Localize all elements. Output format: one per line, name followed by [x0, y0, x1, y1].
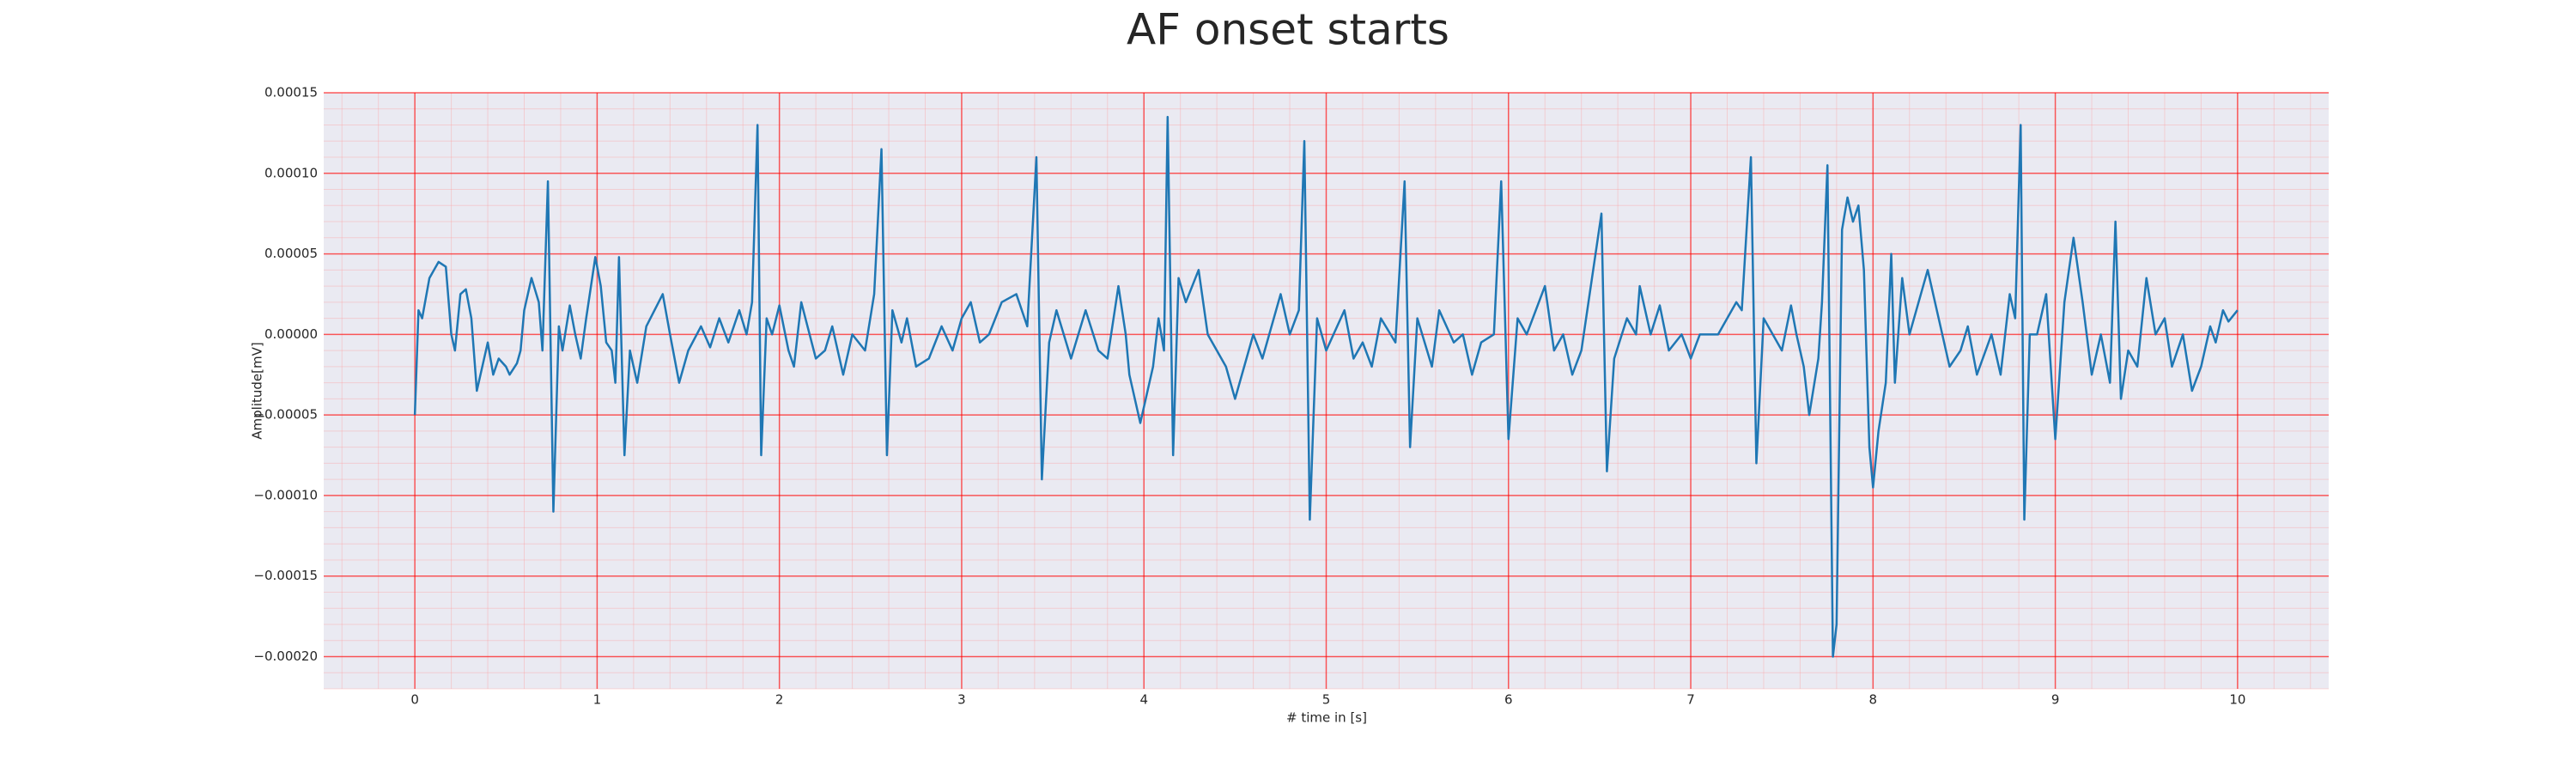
y-tick-label: −0.00015 — [253, 568, 318, 583]
y-tick-label: −0.00020 — [253, 648, 318, 664]
signal-line — [413, 115, 2239, 658]
x-tick-label: 0 — [410, 692, 419, 708]
x-tick-label: 7 — [1686, 692, 1695, 708]
x-tick-label: 2 — [775, 692, 784, 708]
x-tick-label: 8 — [1869, 692, 1878, 708]
y-axis-label: Amplitude[mV] — [250, 342, 265, 439]
x-tick-label: 1 — [593, 692, 602, 708]
y-tick-label: −0.00010 — [253, 487, 318, 502]
chart-title: AF onset starts — [1127, 5, 1449, 55]
x-tick-label: 3 — [957, 692, 966, 708]
x-axis-label: # time in [s] — [1286, 710, 1367, 726]
x-tick-label: 9 — [2051, 692, 2060, 708]
x-tick-label: 4 — [1139, 692, 1148, 708]
y-tick-label: 0.00005 — [264, 246, 318, 261]
y-tick-label: 0.00015 — [264, 85, 318, 100]
y-tick-label: −0.00005 — [253, 407, 318, 423]
y-tick-label: 0.00000 — [264, 326, 318, 342]
x-tick-label: 6 — [1504, 692, 1513, 708]
x-tick-label: 5 — [1322, 692, 1331, 708]
y-tick-label: 0.00010 — [264, 165, 318, 180]
x-tick-label: 10 — [2229, 692, 2245, 708]
